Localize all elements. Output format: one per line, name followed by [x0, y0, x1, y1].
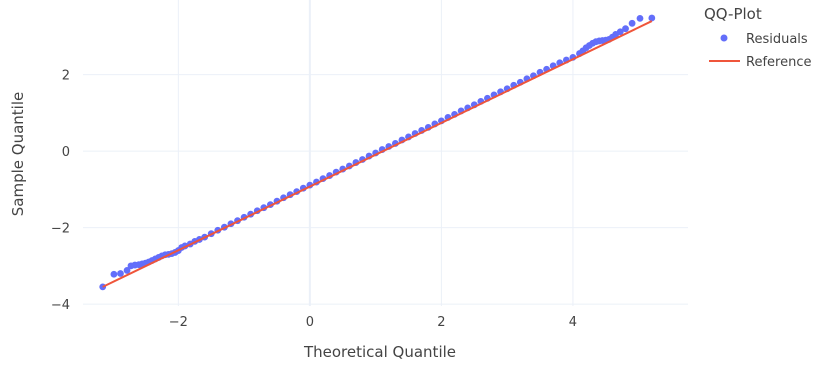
y-tick-label: 0 — [62, 145, 70, 160]
axis-tick-labels: −2 0 2 4 −4 −2 0 2 — [51, 69, 577, 330]
residual-point — [616, 28, 624, 36]
gridlines — [83, 0, 688, 306]
residual-point — [110, 270, 118, 278]
residual-point — [628, 19, 636, 27]
legend-title: QQ-Plot — [704, 5, 762, 23]
x-tick-label: 4 — [569, 315, 577, 330]
legend-residuals-label: Residuals — [746, 32, 808, 47]
x-tick-label: −2 — [169, 315, 188, 330]
x-tick-label: 0 — [306, 315, 314, 330]
y-tick-label: −4 — [51, 298, 70, 313]
x-axis-title: Theoretical Quantile — [303, 343, 456, 361]
residual-point — [622, 25, 629, 33]
reference-line — [102, 20, 653, 288]
y-axis-title: Sample Quantile — [9, 92, 27, 216]
plot-area — [99, 14, 656, 291]
residual-point — [117, 270, 124, 277]
residual-point — [636, 14, 644, 22]
legend-reference-label: Reference — [746, 55, 811, 70]
x-tick-label: 2 — [437, 315, 445, 330]
legend-residuals-marker — [720, 34, 728, 42]
legend: QQ-Plot Residuals Reference — [704, 5, 811, 70]
y-tick-label: −2 — [51, 222, 70, 237]
y-tick-label: 2 — [62, 69, 70, 84]
residual-point — [648, 14, 656, 22]
residual-point — [123, 267, 131, 274]
